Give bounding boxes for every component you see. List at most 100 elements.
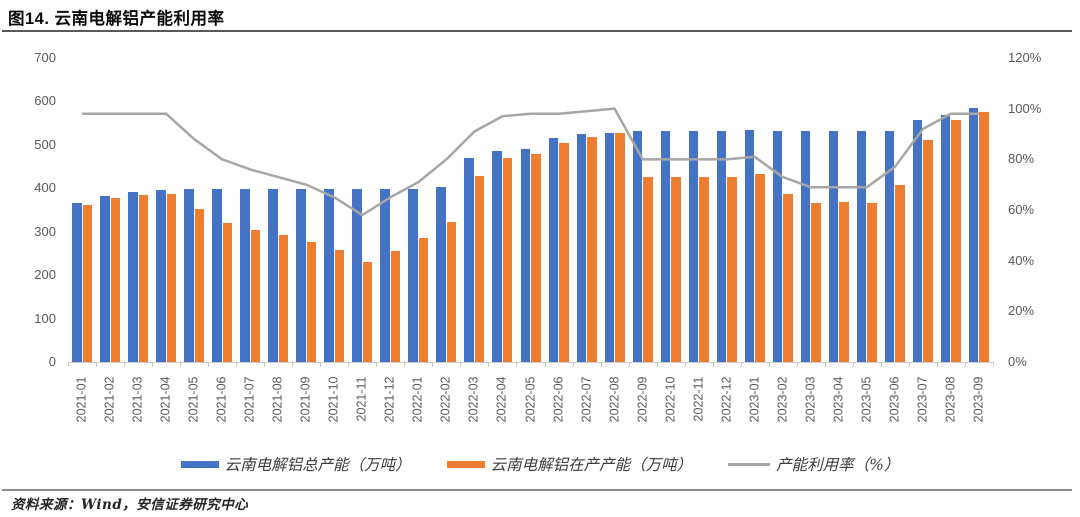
x-axis-label: 2023-03 — [803, 376, 818, 422]
y-axis-label-left: 400 — [34, 180, 56, 196]
x-axis-tick — [544, 362, 546, 367]
legend-label: 云南电解铝总产能（万吨） — [224, 456, 411, 474]
x-axis-label: 2022-12 — [719, 376, 734, 422]
bar-total-capacity — [576, 133, 587, 362]
x-axis-tick — [236, 362, 238, 367]
y-axis-label-right: 20% — [1008, 303, 1035, 319]
x-axis-tick — [488, 362, 490, 367]
x-axis-label: 2023-08 — [943, 376, 958, 422]
x-axis-tick — [264, 362, 266, 367]
x-axis-label: 2021-02 — [102, 376, 117, 422]
x-axis-tick — [908, 362, 910, 367]
x-axis-label: 2022-05 — [523, 376, 537, 422]
bar-total-capacity — [688, 130, 699, 362]
x-axis-label: 2023-01 — [747, 376, 762, 422]
bar-total-capacity — [772, 130, 783, 362]
x-axis-label: 2022-11 — [691, 376, 706, 421]
x-axis-tick — [516, 362, 518, 367]
x-axis-label: 2021-11 — [354, 376, 369, 421]
x-axis-label: 2022-02 — [438, 376, 453, 422]
bar-active-capacity — [334, 250, 345, 362]
x-axis-label: 2022-03 — [466, 376, 481, 422]
bar-total-capacity — [268, 188, 278, 362]
bar-active-capacity — [867, 203, 877, 362]
y-axis-label-left: 700 — [34, 50, 56, 65]
x-axis-tick — [96, 362, 98, 367]
x-axis-label: 2021-04 — [158, 376, 173, 422]
y-axis-label-right: 120% — [1008, 50, 1042, 65]
x-axis-label: 2022-06 — [551, 376, 566, 422]
bar-total-capacity — [184, 188, 194, 362]
bar-total-capacity — [548, 138, 559, 362]
x-axis-label: 2022-04 — [494, 376, 509, 422]
bar-total-capacity — [800, 130, 811, 362]
y-axis-label-right: 100% — [1008, 100, 1042, 116]
bar-active-capacity — [82, 205, 93, 362]
x-axis-label: 2021-05 — [186, 376, 201, 422]
x-axis-label: 2021-09 — [298, 376, 313, 422]
x-axis-label: 2022-07 — [579, 376, 594, 422]
x-axis-label: 2023-04 — [831, 376, 846, 422]
bar-active-capacity — [390, 251, 401, 362]
x-axis-label: 2023-09 — [971, 376, 986, 422]
bar-total-capacity — [940, 115, 951, 362]
bar-total-capacity — [436, 186, 446, 362]
utilization-line — [82, 107, 979, 217]
bar-active-capacity — [951, 120, 961, 362]
y-axis-label-right: 0% — [1008, 354, 1027, 369]
y-axis-label-right: 80% — [1008, 151, 1035, 167]
legend-label: 产能利用率（%） — [776, 456, 900, 474]
bar-active-capacity — [446, 221, 457, 362]
bar-total-capacity — [380, 188, 390, 362]
bar-total-capacity — [128, 192, 138, 362]
bar-total-capacity — [912, 120, 923, 362]
bar-total-capacity — [352, 188, 362, 362]
bar-total-capacity — [324, 188, 334, 362]
bar-total-capacity — [492, 151, 502, 362]
x-axis-tick — [852, 362, 854, 367]
x-axis-label: 2022-08 — [607, 376, 622, 422]
utilization-line-svg — [82, 107, 979, 217]
bar-total-capacity — [464, 158, 474, 362]
bar-total-capacity — [884, 130, 895, 362]
x-axis-tick — [684, 362, 686, 367]
y-axis-label-left: 600 — [34, 93, 56, 109]
source-note: 资料来源：Wind，安信证券研究中心 — [11, 497, 249, 513]
bar-total-capacity — [100, 195, 110, 362]
x-axis-label: 2021-07 — [242, 376, 257, 422]
x-axis-line — [68, 362, 994, 363]
bar-active-capacity — [278, 235, 289, 362]
x-axis-label: 2021-06 — [214, 376, 229, 422]
bar-active-capacity — [110, 197, 121, 362]
bar-active-capacity — [699, 177, 709, 362]
combo-chart: 0 100 200 300 400 500 600 700 0% 20% 40% 60% 80% 100%… — [34, 50, 1042, 422]
y-axis-label-left: 200 — [34, 267, 56, 283]
bar-active-capacity — [502, 157, 513, 362]
x-axis-tick — [460, 362, 462, 367]
bar-active-capacity — [783, 194, 793, 362]
x-axis-tick — [432, 362, 434, 367]
bar-active-capacity — [671, 176, 681, 362]
x-axis-label: 2021-08 — [270, 376, 285, 422]
bar-active-capacity — [755, 173, 765, 362]
x-axis-label: 2021-03 — [130, 376, 145, 422]
y-axis-label-left: 500 — [34, 136, 56, 152]
title-rule — [2, 30, 1072, 32]
x-axis-tick — [404, 362, 406, 367]
x-axis-tick — [152, 362, 154, 367]
x-axis-tick — [348, 362, 350, 367]
x-axis-tick — [572, 362, 574, 367]
x-axis-tick — [180, 362, 182, 367]
bar-total-capacity — [632, 130, 643, 362]
bar-total-capacity — [240, 188, 250, 362]
x-axis-tick — [320, 362, 322, 367]
x-axis-label: 2023-06 — [887, 376, 902, 422]
y-axis-label-right: 40% — [1008, 252, 1035, 268]
bar-active-capacity — [166, 193, 177, 362]
figure-title: 图14. 云南电解铝产能利用率 — [8, 10, 225, 28]
x-axis-tick — [796, 362, 798, 367]
x-axis-label: 2023-02 — [775, 376, 790, 422]
bar-total-capacity — [744, 130, 755, 362]
bar-active-capacity — [839, 202, 849, 362]
